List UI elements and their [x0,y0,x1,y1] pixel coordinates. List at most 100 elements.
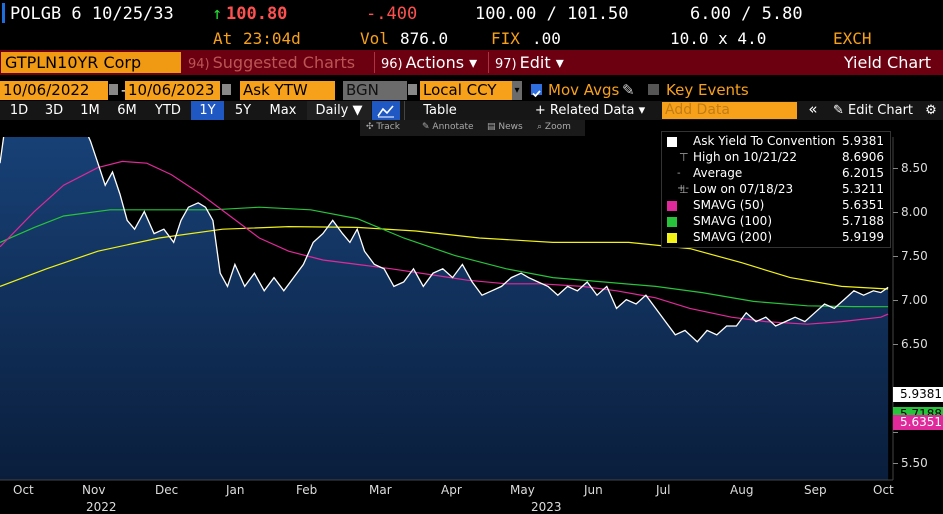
suggested-charts-label: Suggested Charts [212,53,356,72]
field-select[interactable]: Ask YTW [240,81,335,100]
currency-select[interactable]: Local CCY [420,81,512,100]
source-field[interactable]: BGN [343,81,407,100]
period-select[interactable]: Daily ▼ [307,101,371,120]
legend-label: Low on 07/18/23 [693,182,794,196]
dropdown-icon[interactable] [408,84,417,95]
net-change: -.400 [366,4,418,24]
suggested-charts-button: 94) Suggested Charts [188,52,355,73]
sma50-price-tag: 5.6351 [893,415,943,430]
news-tool[interactable]: ▤ News [487,122,523,132]
table-button[interactable]: Table [404,101,475,120]
track-label: Track [376,122,400,132]
actions-button[interactable]: 96) Actions ▾ [374,52,477,73]
yield-chart[interactable] [0,137,943,513]
mov-avgs-label[interactable]: Mov Avgs [548,81,620,99]
related-data-button[interactable]: + Related Data ▾ [534,103,646,118]
quote-time: 23:04d [243,29,301,48]
key-events-label[interactable]: Key Events [666,81,749,99]
y-tick-mark [893,432,898,433]
up-arrow-icon: ↑ [212,4,223,24]
high-marker-icon: ⊤ [679,151,689,164]
sma200-line[interactable] [0,225,889,290]
x-tick-label: Oct [13,483,34,497]
add-data-input[interactable]: Add Data [662,102,797,119]
x-tick-label: Sep [804,483,827,497]
collapse-left-icon[interactable]: « [808,100,818,118]
legend-label: SMAVG (100) [693,214,773,228]
legend-row-sma100: SMAVG (100) 5.7188 [662,214,890,229]
bid-ask: 100.00 / 101.50 [475,4,629,24]
quote-bar: POLGB 6 10/25/33 ↑ 100.80 -.400 100.00 /… [0,0,943,28]
x-tick-label: Feb [296,483,318,497]
edit-label: Edit ▾ [519,53,564,72]
edit-chart-button[interactable]: ✎ Edit Chart [827,101,919,120]
range-1d-button[interactable]: 1D [9,103,29,118]
edit-num: 97) [495,57,517,72]
edit-button[interactable]: 97) Edit ▾ [488,52,564,73]
legend-label: Average [693,166,743,180]
at-label: At [213,29,233,48]
x-tick-label: May [510,483,535,497]
x-tick-label: Oct [873,483,894,497]
range-1m-button[interactable]: 1M [80,103,100,118]
start-date-field[interactable]: 10/06/2022 [0,81,108,100]
calendar-icon[interactable] [109,84,118,95]
legend-value: 5.3211 [842,182,884,196]
y-tick-mark [893,212,898,213]
range-ytd-button[interactable]: YTD [155,103,181,118]
year-label: 2023 [531,500,562,514]
range-3d-button[interactable]: 3D [44,103,64,118]
date-dash: - [121,81,127,99]
year-label: 2022 [86,500,117,514]
sma100-line[interactable] [0,206,889,308]
security-field[interactable]: GTPLN10YR Corp [1,52,181,73]
fix-value: .00 [532,29,561,48]
price-area-fill [0,137,889,480]
volume-label: Vol [360,29,389,48]
y-tick-label: 7.00 [901,293,928,307]
line-chart-icon[interactable] [372,101,400,120]
legend-value: 5.6351 [842,198,884,212]
chevron-down-icon[interactable]: ▾ [512,81,522,100]
end-date-field[interactable]: 10/06/2023 [125,81,220,100]
calendar-icon[interactable] [222,84,231,95]
y-tick-mark [893,463,898,464]
x-tick-label: Nov [82,483,106,497]
y-tick-label: 7.50 [901,249,928,263]
x-tick-label: Dec [155,483,179,497]
checkbox-checked-icon[interactable] [531,84,542,98]
y-tick-mark [893,344,898,345]
legend-row-average: -+- Average 6.2015 [662,166,890,194]
price-line[interactable] [0,137,889,343]
average-marker-icon: -+- [677,168,689,194]
legend-value: 5.9381 [842,134,884,148]
range-max-button[interactable]: Max [269,103,297,118]
chart-params-bar: 10/06/2022 - 10/06/2023 Ask YTW BGN Loca… [0,80,943,102]
range-5y-button[interactable]: 5Y [234,103,252,118]
suggested-charts-num: 94) [188,57,210,72]
ticker[interactable]: POLGB 6 10/25/33 [10,4,174,24]
zoom-tool[interactable]: ⌕ Zoom [537,122,571,132]
track-tool[interactable]: ✣ Track [366,122,400,132]
legend-row-sma50: SMAVG (50) 5.6351 [662,198,890,213]
legend-value: 8.6906 [842,150,884,164]
legend-swatch-sma50 [667,201,677,211]
actions-label: Actions ▾ [405,53,478,72]
sma50-line[interactable] [0,160,889,325]
annotate-tool[interactable]: ✎ Annotate [422,122,474,132]
legend-swatch-sma200 [667,233,677,243]
legend-label: Ask Yield To Convention [693,134,836,148]
annotate-label: Annotate [432,122,474,132]
x-tick-label: Mar [369,483,392,497]
y-tick-label: 5.50 [901,456,928,470]
chart-legend[interactable]: Ask Yield To Convention 5.9381 ⊤ High on… [661,131,891,248]
y-tick-label: 6.50 [901,337,928,351]
checkbox-unchecked-icon[interactable] [648,84,659,95]
pencil-icon[interactable]: ✎ [622,81,635,99]
gear-icon[interactable]: ⚙ [925,103,937,118]
range-6m-button[interactable]: 6M [117,103,137,118]
x-tick-label: Jun [584,483,603,497]
legend-swatch-price [667,137,677,147]
range-1y-button[interactable]: 1Y [191,101,224,120]
last-yield-price-tag: 5.9381 [893,387,943,402]
